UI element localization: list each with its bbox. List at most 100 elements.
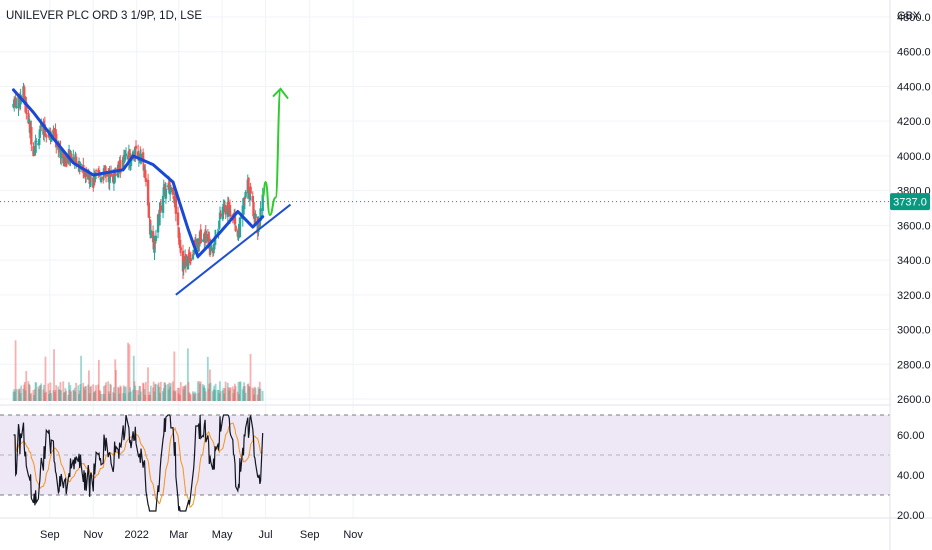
volume-bar	[69, 385, 72, 401]
volume-bar	[13, 389, 16, 401]
volume-bar	[64, 388, 67, 401]
volume-bar	[103, 394, 106, 401]
time-tick-label: May	[212, 529, 233, 541]
volume-bar	[144, 394, 147, 401]
volume-bar	[231, 386, 234, 401]
rsi-line	[13, 414, 264, 512]
volume-bar	[182, 389, 185, 401]
volume-bar	[212, 389, 215, 401]
volume-bar	[127, 392, 130, 401]
volume-bar	[125, 386, 127, 401]
candle-body	[35, 140, 38, 143]
volume-bar	[107, 391, 110, 401]
volume-bar	[120, 386, 122, 401]
volume-bar	[27, 381, 30, 401]
volume-bar	[38, 385, 41, 401]
volume-bar	[94, 390, 97, 401]
volume-bar	[92, 384, 95, 401]
price-tick-label: 4600.0	[897, 47, 931, 59]
candle-body	[184, 254, 188, 267]
volume-bar	[25, 371, 28, 401]
candle-body	[153, 236, 156, 253]
candle-body	[107, 173, 110, 177]
volume-bar	[178, 387, 181, 401]
volume-bar	[194, 393, 197, 401]
volume-bar	[108, 393, 111, 401]
volume-bar	[257, 387, 260, 401]
candle-body	[219, 213, 222, 217]
volume-bar	[98, 389, 101, 401]
volume-bar	[196, 381, 199, 401]
volume-bar	[219, 381, 221, 401]
volume-bar	[77, 385, 80, 401]
volume-bar	[68, 382, 70, 401]
candle-body	[102, 176, 105, 180]
volume-bar	[242, 386, 245, 401]
time-axis[interactable]: Sep Nov 2022 Mar May Jul Sep Nov	[40, 529, 363, 541]
support-trendline[interactable]	[175, 203, 292, 296]
candle-body	[178, 239, 182, 248]
volume-bar	[237, 382, 240, 401]
rsi-moving-average-line	[13, 422, 263, 508]
candle-body	[218, 220, 221, 229]
volume-bar	[138, 385, 141, 401]
volume-bar	[47, 383, 50, 401]
volume-bar	[35, 382, 38, 401]
moving-average-line	[12, 88, 265, 259]
rsi-band	[0, 415, 890, 495]
volume-bar	[203, 385, 206, 401]
volume-bar	[97, 384, 100, 401]
volume-bar	[244, 392, 247, 401]
volume-bar	[114, 359, 117, 401]
volume-bar	[162, 391, 164, 401]
volume-bar	[37, 386, 40, 401]
candle-body	[74, 156, 78, 165]
candle-body	[239, 216, 242, 219]
volume-bar	[187, 382, 190, 401]
volume-bar	[157, 382, 160, 401]
projection-path[interactable]	[261, 88, 282, 216]
candle-body	[151, 231, 155, 243]
volume-bar	[137, 394, 140, 401]
volume-bar	[157, 384, 159, 401]
candle-body	[182, 260, 185, 270]
volume-bar	[63, 391, 66, 401]
volume-bar	[228, 390, 231, 401]
volume-bar	[191, 391, 194, 401]
volume-bar	[62, 381, 65, 401]
candle-body	[124, 153, 128, 157]
volume-bar	[122, 393, 124, 401]
volume-bar	[43, 392, 46, 401]
volume-bar	[85, 386, 87, 401]
candle-body	[156, 214, 160, 233]
volume-bar	[153, 391, 156, 401]
volume-bar	[216, 389, 219, 401]
price-tick-label: 4200.0	[897, 116, 931, 128]
volume-bar	[97, 359, 100, 401]
price-tick-label: 4000.0	[897, 151, 931, 163]
candle-body	[50, 135, 53, 142]
volume-bar	[134, 385, 137, 401]
volume-bar	[104, 385, 107, 401]
volume-bar	[105, 382, 107, 401]
candle-body	[221, 206, 225, 220]
volume-bar	[53, 392, 56, 401]
time-tick-label: Nov	[343, 529, 363, 541]
volume-bar	[217, 390, 220, 401]
candle-body	[37, 138, 41, 146]
volume-bar	[112, 392, 115, 401]
rsi-axis[interactable]: 60.00 40.00 20.00	[897, 430, 925, 522]
candle-body	[45, 135, 48, 138]
candle-body	[97, 170, 101, 173]
volume-bar	[124, 393, 127, 401]
volume-bar	[100, 394, 102, 401]
volume-bar	[202, 386, 205, 401]
volume-bar	[188, 392, 191, 401]
time-tick-label: 2022	[124, 529, 148, 541]
price-tick-label: 4800.0	[897, 12, 931, 24]
volume-bar	[68, 389, 71, 401]
candle-body	[228, 205, 232, 217]
price-tick-label: 2600.0	[897, 394, 931, 406]
volume-bar	[232, 393, 235, 401]
